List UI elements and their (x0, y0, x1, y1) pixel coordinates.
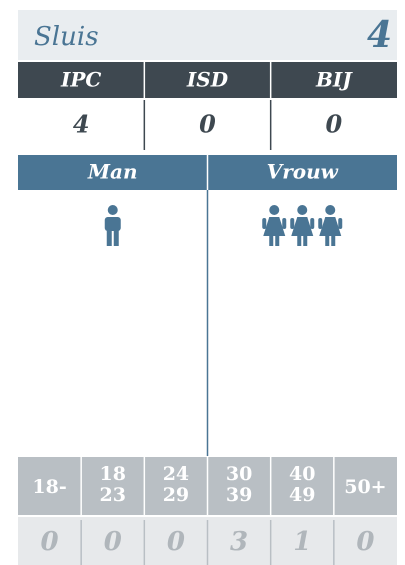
total: 4 (367, 14, 392, 56)
woman-icon (262, 205, 287, 246)
icon-leg (297, 235, 302, 246)
age-value: 0 (167, 527, 185, 557)
age-label: 18 (100, 463, 126, 485)
age-label: 39 (226, 484, 252, 506)
header-bg (18, 10, 397, 60)
icon-leg (269, 235, 274, 246)
icon-leg (106, 229, 112, 246)
icon-arm (338, 218, 343, 229)
age-value: 0 (356, 527, 374, 557)
party-name: BIJ (315, 68, 353, 92)
icon-head (325, 205, 336, 215)
age-label: 50+ (344, 476, 386, 498)
gender-label: Man (87, 160, 138, 184)
age-label: 40 (289, 463, 315, 485)
icon-head (269, 205, 280, 215)
party-name: ISD (186, 68, 229, 92)
icon-arm (282, 218, 287, 229)
party-bar (18, 62, 397, 98)
age-label: 23 (100, 484, 126, 506)
woman-icon (290, 205, 315, 246)
icon-arm (318, 218, 323, 229)
icon-body (291, 217, 314, 236)
party-name: IPC (60, 68, 101, 92)
icon-leg (303, 235, 308, 246)
icon-leg (331, 235, 336, 246)
icon-arm (290, 218, 295, 229)
age-label: 18- (32, 476, 66, 498)
icon-leg (275, 235, 280, 246)
gender-label: Vrouw (267, 160, 339, 184)
age-label: 29 (163, 484, 189, 506)
icon-leg (113, 229, 119, 246)
woman-icon (318, 205, 343, 246)
age-value: 0 (104, 527, 122, 557)
party-value: 0 (325, 110, 342, 139)
party-value: 0 (199, 110, 216, 139)
icon-head (297, 205, 308, 215)
icon-arm (262, 218, 267, 229)
age-value: 3 (230, 527, 248, 557)
title: Sluis (34, 22, 99, 52)
age-label: 24 (163, 463, 189, 485)
icon-head (107, 205, 118, 215)
man-icon (104, 205, 121, 246)
icon-body (319, 217, 342, 236)
age-label: 49 (289, 484, 315, 506)
icon-body (263, 217, 286, 236)
icon-body (104, 217, 121, 231)
age-value: 0 (41, 527, 59, 557)
icon-leg (325, 235, 330, 246)
party-value: 4 (73, 110, 90, 139)
age-label: 30 (226, 463, 252, 485)
age-value: 1 (293, 527, 311, 557)
icon-arm (310, 218, 315, 229)
